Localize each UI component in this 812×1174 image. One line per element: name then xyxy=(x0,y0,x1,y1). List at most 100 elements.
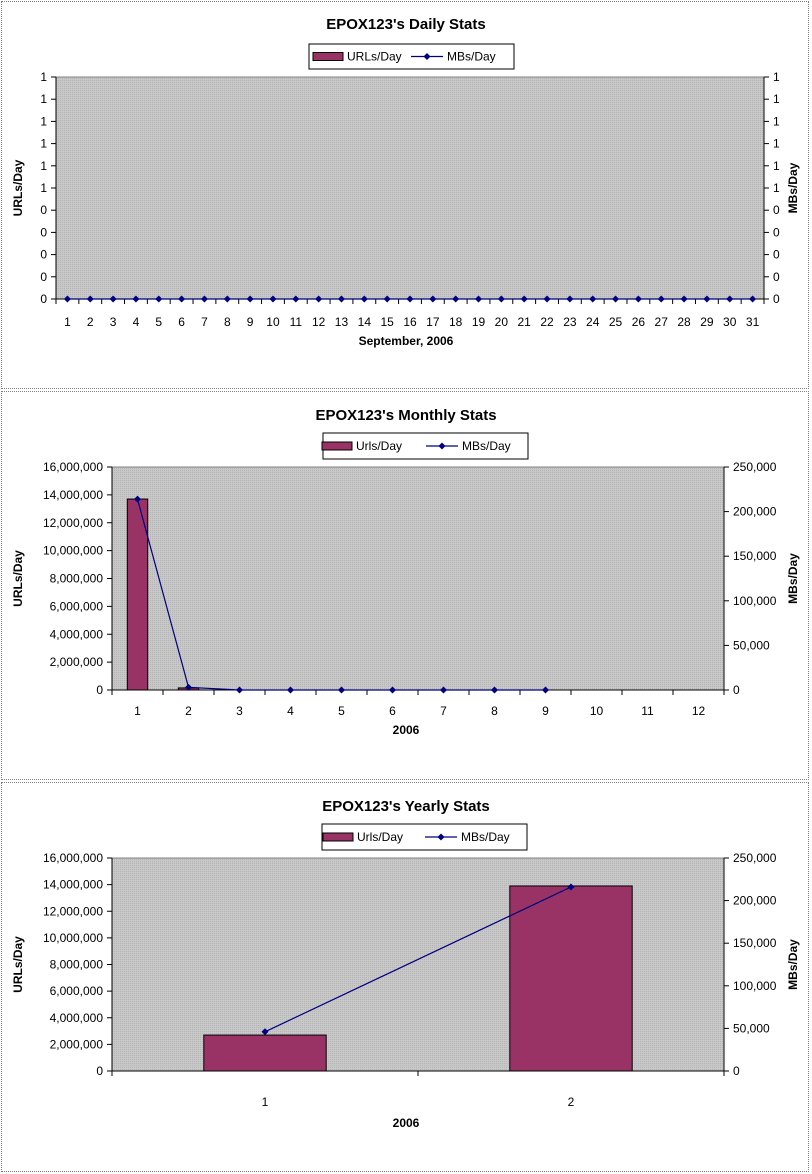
monthly-x-tick-label: 6 xyxy=(389,704,396,718)
daily-line-point xyxy=(406,295,414,303)
yearly-y-tick-label: 8,000,000 xyxy=(50,958,104,972)
yearly-stats-chart: EPOX123's Yearly Stats Urls/Day MBs/Day 0 2,… xyxy=(1,782,809,1172)
daily-x-tick-label: 19 xyxy=(472,315,486,329)
monthly-x-tick-label: 12 xyxy=(692,704,706,718)
monthly-y2-tick-label: 150,000 xyxy=(733,549,777,563)
daily-x-tick-label: 2 xyxy=(87,315,94,329)
daily-plot-area xyxy=(55,76,765,300)
monthly-x-tick-label: 5 xyxy=(338,704,345,718)
yearly-bar xyxy=(509,885,633,1072)
yearly-y2-tick-label: 100,000 xyxy=(733,979,777,993)
daily-y2-tick-label: 0 xyxy=(773,225,780,239)
monthly-line-point xyxy=(236,686,243,694)
daily-line-point xyxy=(292,295,300,303)
daily-legend-swatch-bars xyxy=(312,52,344,61)
daily-y2-axis-title: MBs/Day xyxy=(786,162,800,213)
daily-x-tick-label: 16 xyxy=(403,315,417,329)
yearly-line-point xyxy=(261,1028,269,1036)
daily-x-tick-label: 26 xyxy=(632,315,646,329)
daily-y-tick-label: 1 xyxy=(40,114,47,128)
monthly-y2-tick-label: 250,000 xyxy=(733,460,777,474)
yearly-y2-tick-label: 250,000 xyxy=(733,851,777,865)
daily-x-axis-title: September, 2006 xyxy=(359,334,454,348)
monthly-y-tick-label: 2,000,000 xyxy=(50,655,104,669)
daily-x-tick-label: 6 xyxy=(178,315,185,329)
yearly-legend-swatch-bars xyxy=(322,832,354,842)
daily-y2-tick-label: 1 xyxy=(773,70,780,84)
monthly-y2-axis-title: MBs/Day xyxy=(786,553,800,604)
yearly-y-tick-label: 6,000,000 xyxy=(50,984,104,998)
monthly-line-point xyxy=(185,683,192,691)
daily-y-tick-label: 0 xyxy=(40,292,47,306)
daily-line-point xyxy=(657,295,665,303)
yearly-y-tick-label: 4,000,000 xyxy=(50,1011,104,1025)
daily-y2-tick-label: 1 xyxy=(773,114,780,128)
daily-line-point xyxy=(612,295,620,303)
monthly-line-point xyxy=(287,686,294,694)
monthly-legend-swatch-bars xyxy=(321,441,353,451)
daily-x-tick-label: 13 xyxy=(335,315,349,329)
daily-y2-tick-label: 0 xyxy=(773,248,780,262)
monthly-line-point xyxy=(542,686,549,694)
monthly-x-tick-label: 1 xyxy=(134,704,141,718)
yearly-y-tick-label: 2,000,000 xyxy=(50,1037,104,1051)
monthly-legend-label-line: MBs/Day xyxy=(462,439,511,453)
yearly-stats-svg: EPOX123's Yearly Stats Urls/Day MBs/Day 0 2,… xyxy=(11,798,800,1130)
yearly-y2-tick-label: 0 xyxy=(733,1064,740,1078)
daily-line-point xyxy=(634,295,642,303)
daily-legend-label-bars: URLs/Day xyxy=(347,50,402,64)
daily-line-point xyxy=(475,295,483,303)
daily-line-point xyxy=(360,295,368,303)
daily-y-tick-label: 0 xyxy=(40,248,47,262)
daily-line-point xyxy=(589,295,597,303)
daily-x-tick-label: 14 xyxy=(358,315,372,329)
daily-x-tick-label: 28 xyxy=(677,315,691,329)
daily-x-tick-label: 9 xyxy=(247,315,254,329)
monthly-x-tick-label: 4 xyxy=(287,704,294,718)
monthly-y-axis-title: URLs/Day xyxy=(11,550,25,607)
daily-line-point xyxy=(703,295,711,303)
daily-x-tick-label: 27 xyxy=(655,315,669,329)
daily-line-point xyxy=(178,295,186,303)
daily-line-point xyxy=(497,295,505,303)
yearly-line-point xyxy=(567,883,575,891)
daily-line-point xyxy=(223,295,231,303)
daily-y2-tick-label: 0 xyxy=(773,292,780,306)
daily-x-tick-label: 15 xyxy=(380,315,394,329)
daily-y2-tick-label: 0 xyxy=(773,203,780,217)
daily-x-tick-label: 30 xyxy=(723,315,737,329)
monthly-y-tick-label: 16,000,000 xyxy=(43,460,103,474)
daily-line-point xyxy=(109,295,117,303)
daily-y2-tick-label: 0 xyxy=(773,270,780,284)
daily-x-tick-label: 7 xyxy=(201,315,208,329)
monthly-chart-title: EPOX123's Monthly Stats xyxy=(315,407,496,424)
daily-stats-chart: EPOX123's Daily Stats URLs/Day MBs/Day 0 0 0 0… xyxy=(1,1,809,389)
daily-line-point xyxy=(315,295,323,303)
daily-line-point xyxy=(246,295,254,303)
yearly-legend-label-bars: Urls/Day xyxy=(357,830,403,844)
daily-line-point xyxy=(452,295,460,303)
daily-line-point xyxy=(680,295,688,303)
daily-x-tick-label: 25 xyxy=(609,315,623,329)
daily-line-point xyxy=(749,295,757,303)
daily-y2-tick-label: 1 xyxy=(773,159,780,173)
daily-x-tick-label: 1 xyxy=(64,315,71,329)
monthly-y-tick-label: 10,000,000 xyxy=(43,544,103,558)
daily-line-point xyxy=(429,295,437,303)
daily-line-point xyxy=(86,295,94,303)
monthly-line-point xyxy=(338,686,345,694)
yearly-legend-label-line: MBs/Day xyxy=(461,830,510,844)
daily-x-tick-label: 5 xyxy=(155,315,162,329)
daily-x-tick-label: 10 xyxy=(266,315,280,329)
monthly-x-tick-label: 2 xyxy=(185,704,192,718)
daily-x-tick-label: 21 xyxy=(518,315,532,329)
daily-y-tick-label: 1 xyxy=(40,159,47,173)
monthly-y-tick-label: 8,000,000 xyxy=(50,572,104,586)
yearly-x-tick-label: 1 xyxy=(262,1095,269,1109)
daily-chart-title: EPOX123's Daily Stats xyxy=(326,16,486,33)
daily-stats-svg: EPOX123's Daily Stats URLs/Day MBs/Day 0 0 0 0… xyxy=(11,16,800,348)
daily-x-tick-label: 8 xyxy=(224,315,231,329)
yearly-chart-title: EPOX123's Yearly Stats xyxy=(322,798,490,815)
daily-x-tick-label: 17 xyxy=(426,315,440,329)
daily-legend-label-line: MBs/Day xyxy=(447,50,496,64)
